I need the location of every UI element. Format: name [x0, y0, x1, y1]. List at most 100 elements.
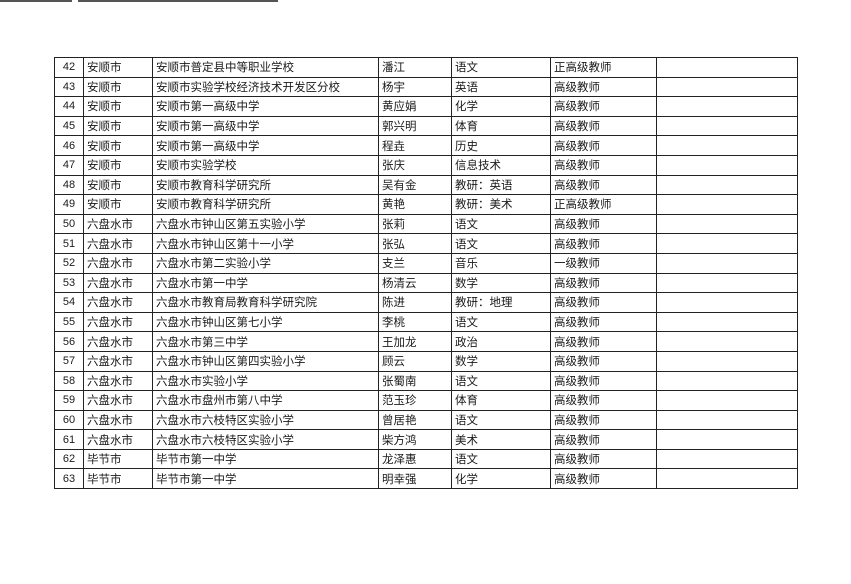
school-cell: 安顺市第一高级中学 [152, 96, 379, 117]
teacher-name-cell: 龙泽惠 [378, 448, 452, 470]
subject-cell: 政治 [451, 331, 551, 352]
teacher-name-cell: 杨清云 [378, 272, 452, 294]
title-cell: 高级教师 [550, 468, 657, 490]
row-number: 59 [54, 390, 84, 411]
note-cell [656, 194, 798, 215]
table-row: 56 六盘水市 六盘水市第三中学 王加龙 政治 高级教师 [54, 331, 798, 352]
note-cell [656, 311, 798, 333]
teacher-name-cell: 王加龙 [378, 331, 452, 352]
table-row: 55 六盘水市 六盘水市钟山区第七小学 李桃 语文 高级教师 [54, 311, 798, 333]
table-row: 44 安顺市 安顺市第一高级中学 黄应娟 化学 高级教师 [54, 96, 798, 117]
subject-cell: 教研：地理 [451, 292, 551, 313]
subject-cell: 教研：英语 [451, 174, 551, 196]
teacher-list-table: 42 安顺市 安顺市普定县中等职业学校 潘江 语文 正高级教师 43 安顺市 安顺市实验学校经济… [54, 57, 798, 490]
teacher-name-cell: 柴方鸿 [378, 429, 452, 450]
subject-cell: 历史 [451, 135, 551, 156]
teacher-name-cell: 张莉 [378, 213, 452, 235]
school-cell: 安顺市普定县中等职业学校 [152, 57, 379, 78]
row-number: 52 [54, 252, 84, 274]
city-cell: 六盘水市 [83, 213, 153, 235]
school-cell: 六盘水市六枝特区实验小学 [152, 429, 379, 450]
city-cell: 安顺市 [83, 194, 153, 215]
school-cell: 安顺市第一高级中学 [152, 115, 379, 137]
school-cell: 六盘水市教育局教育科学研究院 [152, 292, 379, 313]
school-cell: 安顺市教育科学研究所 [152, 174, 379, 196]
title-cell: 高级教师 [550, 233, 657, 254]
school-cell: 安顺市实验学校 [152, 154, 379, 176]
school-cell: 六盘水市第二实验小学 [152, 252, 379, 274]
school-cell: 六盘水市第一中学 [152, 272, 379, 294]
note-cell [656, 331, 798, 352]
table-row: 47 安顺市 安顺市实验学校 张庆 信息技术 高级教师 [54, 154, 798, 176]
row-number: 48 [54, 174, 84, 196]
city-cell: 六盘水市 [83, 409, 153, 431]
subject-cell: 语文 [451, 311, 551, 333]
teacher-name-cell: 李桃 [378, 311, 452, 333]
table-row: 54 六盘水市 六盘水市教育局教育科学研究院 陈进 教研：地理 高级教师 [54, 292, 798, 313]
school-cell: 安顺市教育科学研究所 [152, 194, 379, 215]
city-cell: 安顺市 [83, 76, 153, 98]
row-number: 57 [54, 350, 84, 372]
note-cell [656, 292, 798, 313]
note-cell [656, 370, 798, 392]
school-cell: 六盘水市六枝特区实验小学 [152, 409, 379, 431]
table-row: 42 安顺市 安顺市普定县中等职业学校 潘江 语文 正高级教师 [54, 57, 798, 78]
subject-cell: 数学 [451, 350, 551, 372]
row-number: 60 [54, 409, 84, 431]
row-number: 42 [54, 57, 84, 78]
row-number: 50 [54, 213, 84, 235]
note-cell [656, 174, 798, 196]
city-cell: 安顺市 [83, 174, 153, 196]
subject-cell: 语文 [451, 409, 551, 431]
title-cell: 高级教师 [550, 331, 657, 352]
row-number: 53 [54, 272, 84, 294]
teacher-name-cell: 陈进 [378, 292, 452, 313]
note-cell [656, 57, 798, 78]
note-cell [656, 233, 798, 254]
school-cell: 六盘水市盘州市第八中学 [152, 390, 379, 411]
city-cell: 安顺市 [83, 96, 153, 117]
row-number: 44 [54, 96, 84, 117]
table-row: 61 六盘水市 六盘水市六枝特区实验小学 柴方鸿 美术 高级教师 [54, 429, 798, 450]
subject-cell: 语文 [451, 233, 551, 254]
school-cell: 安顺市实验学校经济技术开发区分校 [152, 76, 379, 98]
row-number: 61 [54, 429, 84, 450]
row-number: 51 [54, 233, 84, 254]
note-cell [656, 272, 798, 294]
teacher-name-cell: 张蜀南 [378, 370, 452, 392]
city-cell: 六盘水市 [83, 292, 153, 313]
title-cell: 高级教师 [550, 448, 657, 470]
teacher-name-cell: 黄艳 [378, 194, 452, 215]
school-cell: 六盘水市第三中学 [152, 331, 379, 352]
subject-cell: 化学 [451, 468, 551, 490]
subject-cell: 英语 [451, 76, 551, 98]
row-number: 58 [54, 370, 84, 392]
note-cell [656, 468, 798, 490]
city-cell: 六盘水市 [83, 311, 153, 333]
teacher-name-cell: 张弘 [378, 233, 452, 254]
row-number: 49 [54, 194, 84, 215]
teacher-name-cell: 吴有金 [378, 174, 452, 196]
subject-cell: 数学 [451, 272, 551, 294]
row-number: 63 [54, 468, 84, 490]
subject-cell: 化学 [451, 96, 551, 117]
title-cell: 高级教师 [550, 429, 657, 450]
table-row: 50 六盘水市 六盘水市钟山区第五实验小学 张莉 语文 高级教师 [54, 213, 798, 235]
teacher-name-cell: 明幸强 [378, 468, 452, 490]
row-number: 55 [54, 311, 84, 333]
title-cell: 高级教师 [550, 174, 657, 196]
school-cell: 毕节市第一中学 [152, 468, 379, 490]
scan-edge-line [0, 0, 72, 2]
school-cell: 安顺市第一高级中学 [152, 135, 379, 156]
note-cell [656, 213, 798, 235]
subject-cell: 体育 [451, 390, 551, 411]
school-cell: 六盘水市钟山区第五实验小学 [152, 213, 379, 235]
title-cell: 高级教师 [550, 96, 657, 117]
title-cell: 高级教师 [550, 213, 657, 235]
table-row: 52 六盘水市 六盘水市第二实验小学 支兰 音乐 一级教师 [54, 252, 798, 274]
table-row: 45 安顺市 安顺市第一高级中学 郭兴明 体育 高级教师 [54, 115, 798, 137]
subject-cell: 体育 [451, 115, 551, 137]
teacher-name-cell: 程垚 [378, 135, 452, 156]
note-cell [656, 252, 798, 274]
title-cell: 高级教师 [550, 370, 657, 392]
